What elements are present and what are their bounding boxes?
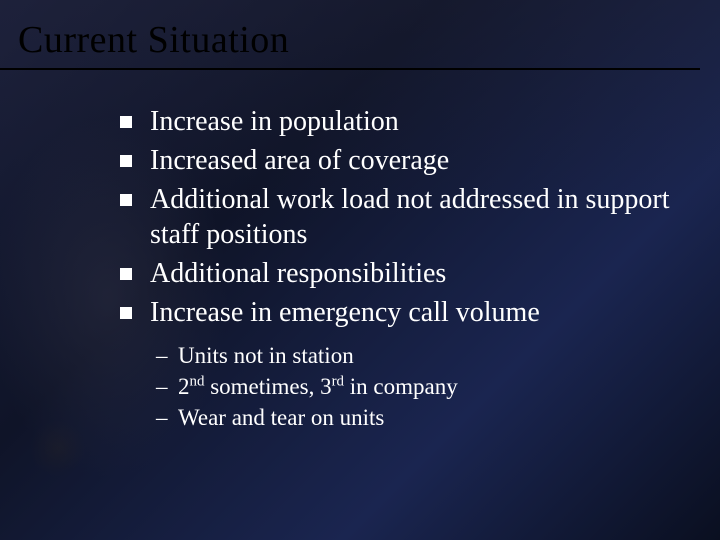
bullet-text: Increased area of coverage (150, 145, 449, 176)
bullet-text: Increase in population (150, 106, 399, 137)
sub-bullet-text: Units not in station (178, 343, 354, 368)
sub-bullet-list: Units not in station 2nd sometimes, 3rd … (156, 340, 680, 433)
list-item: Additional responsibilities (120, 256, 680, 291)
slide-body: Increase in population Increased area of… (0, 74, 720, 433)
list-item: Wear and tear on units (156, 402, 680, 433)
list-item: Increased area of coverage (120, 143, 680, 178)
title-underline (0, 68, 700, 70)
bullet-text: Additional responsibilities (150, 258, 446, 289)
list-item: Units not in station (156, 340, 680, 371)
sub-bullet-text: 2nd sometimes, 3rd in company (178, 374, 458, 399)
bullet-text: Additional work load not addressed in su… (150, 184, 669, 250)
list-item: Additional work load not addressed in su… (120, 182, 680, 252)
list-item: Increase in population (120, 104, 680, 139)
bullet-list: Increase in population Increased area of… (120, 104, 680, 433)
sub-bullet-text: Wear and tear on units (178, 405, 384, 430)
bullet-text: Increase in emergency call volume (150, 297, 540, 328)
list-item: Increase in emergency call volume Units … (120, 295, 680, 433)
slide-title: Current Situation (18, 18, 702, 62)
list-item: 2nd sometimes, 3rd in company (156, 371, 680, 402)
title-bar: Current Situation (0, 0, 720, 74)
